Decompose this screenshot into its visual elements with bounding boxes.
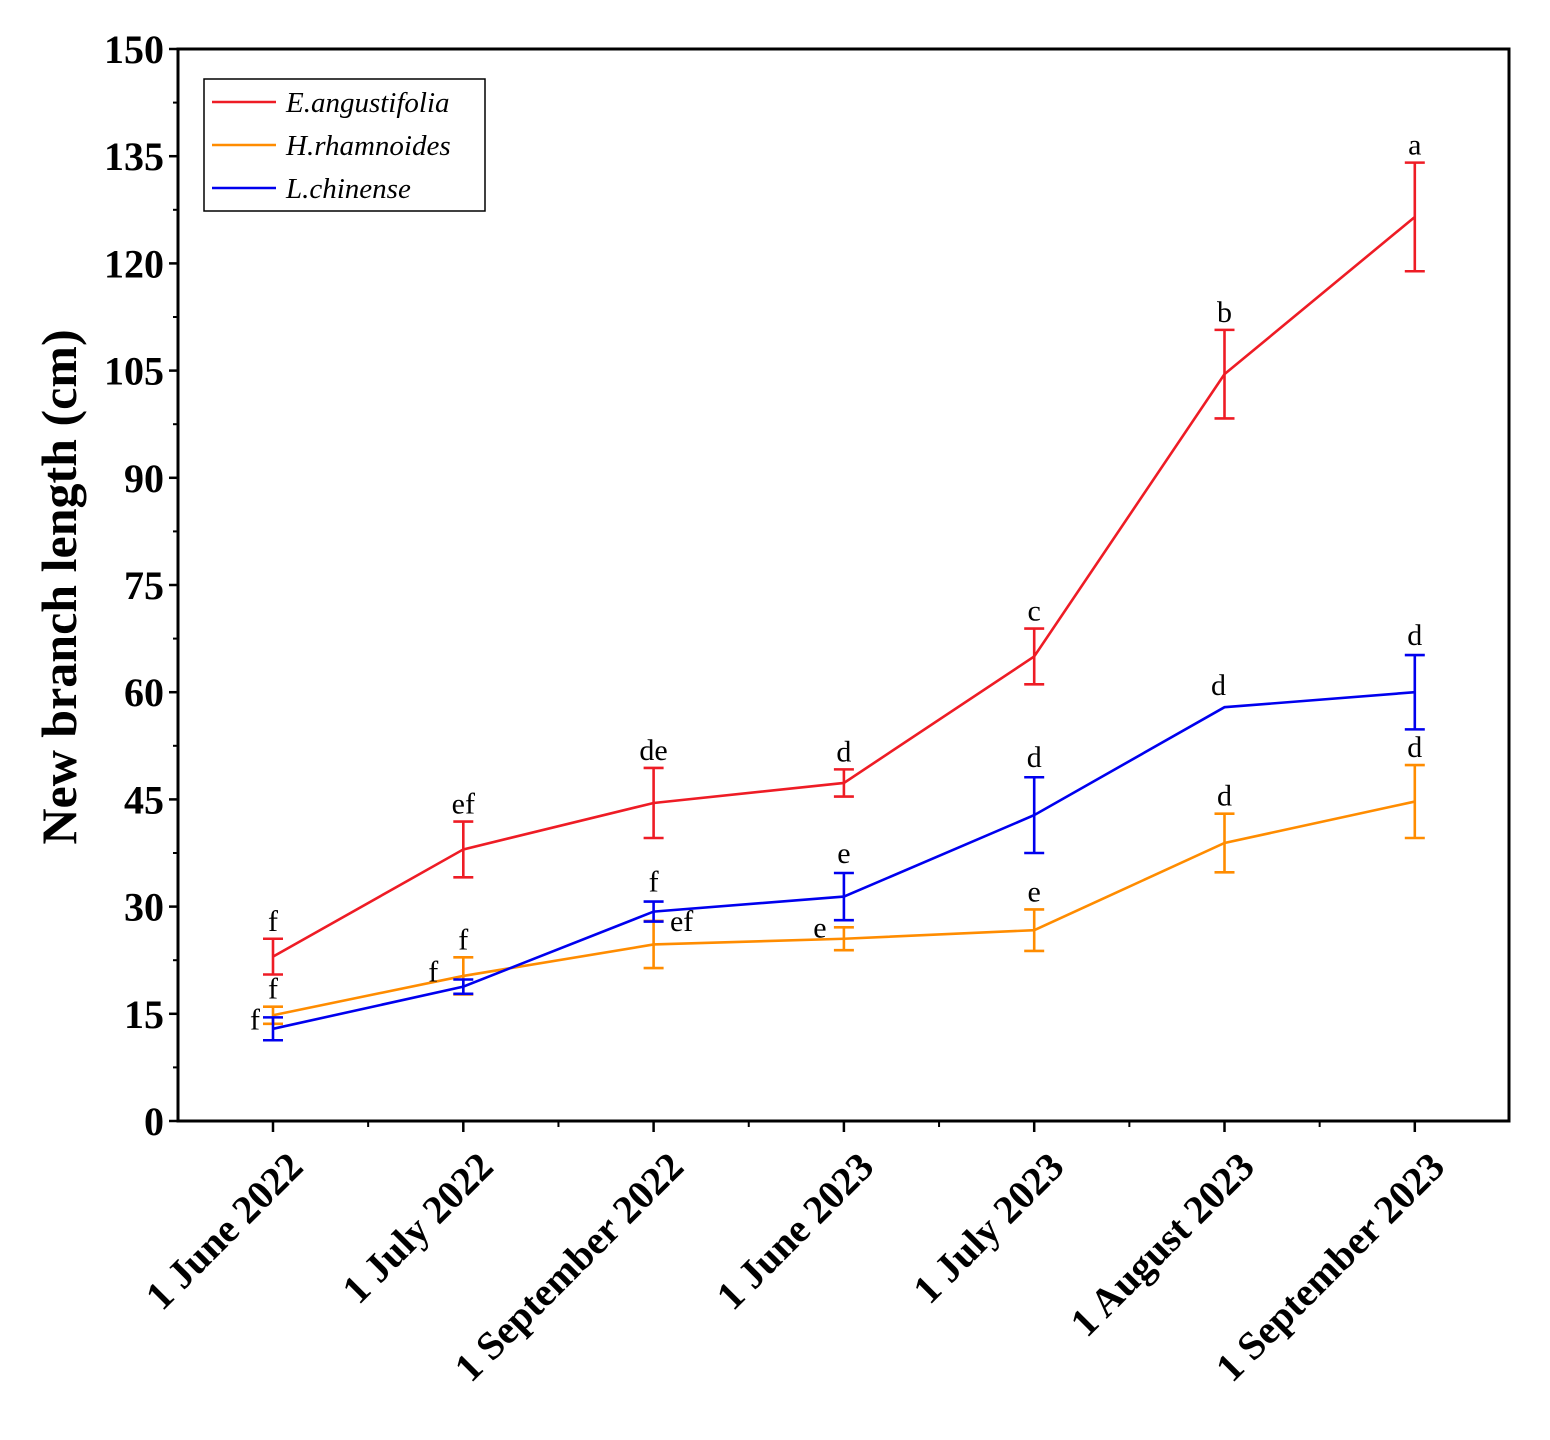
y-tick-label: 15 — [124, 992, 164, 1037]
significance-label: d — [1217, 780, 1232, 813]
y-tick-label: 60 — [124, 670, 164, 715]
significance-label: ef — [670, 905, 693, 938]
series-l-chinense — [263, 653, 1425, 1042]
y-tick-label: 0 — [144, 1099, 164, 1144]
significance-label: f — [458, 923, 468, 956]
x-tick-label: 1 July 2023 — [904, 1144, 1073, 1313]
significance-label: a — [1408, 129, 1421, 162]
significance-label: f — [649, 866, 659, 899]
legend-label: H.rhamnoides — [285, 130, 451, 162]
y-tick-label: 75 — [124, 563, 164, 608]
significance-label: f — [268, 905, 278, 938]
legend: E.angustifolia H.rhamnoides L.chinense — [203, 78, 486, 212]
significance-label: d — [836, 735, 851, 768]
significance-label: c — [1028, 595, 1041, 628]
y-axis-title: New branch length (cm) — [31, 329, 87, 844]
significance-label: d — [1407, 731, 1422, 764]
significance-label: f — [250, 1003, 260, 1036]
y-tick-label: 150 — [104, 27, 164, 72]
significance-label: f — [428, 955, 438, 988]
significance-label: e — [813, 911, 826, 944]
significance-label: de — [639, 734, 667, 767]
y-tick-label: 90 — [124, 456, 164, 501]
significance-label: d — [1027, 741, 1042, 774]
significance-label: e — [837, 837, 850, 870]
significance-label: d — [1211, 669, 1226, 702]
y-tick-label: 135 — [104, 134, 164, 179]
significance-label: e — [1028, 875, 1041, 908]
y-tick-label: 120 — [104, 241, 164, 286]
significance-label: f — [268, 973, 278, 1006]
y-tick-label: 30 — [124, 885, 164, 930]
y-tick-label: 105 — [104, 349, 164, 394]
significance-label: d — [1407, 619, 1422, 652]
significance-label: ef — [452, 788, 475, 821]
series-layer — [263, 161, 1425, 1042]
x-tick-label: 1 June 2022 — [137, 1144, 312, 1319]
legend-label: L.chinense — [285, 173, 411, 205]
x-tick-label: 1 June 2023 — [707, 1144, 882, 1319]
significance-label: b — [1217, 296, 1232, 329]
series-e-angustifolia — [263, 161, 1425, 976]
y-tick-label: 45 — [124, 777, 164, 822]
legend-label: E.angustifolia — [285, 87, 450, 119]
x-tick-label: 1 August 2023 — [1061, 1144, 1263, 1346]
x-tick-label: 1 July 2022 — [333, 1144, 502, 1313]
